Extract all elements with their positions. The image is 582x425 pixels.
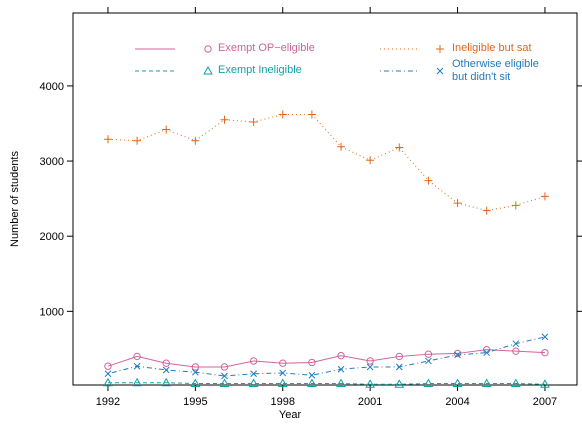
legend-marker: [203, 65, 213, 75]
point: [336, 378, 346, 387]
point: [453, 199, 462, 208]
point: [395, 143, 404, 152]
point: [162, 125, 171, 134]
point: [219, 378, 230, 387]
point: [511, 201, 520, 210]
point: [192, 368, 199, 376]
x-axis-label: Year: [279, 409, 302, 421]
y-axis-label: Number of students: [9, 151, 21, 247]
y-tick-label: 3000: [40, 156, 64, 168]
series-line: [107, 113, 546, 212]
point: [482, 206, 491, 215]
point: [103, 377, 113, 387]
point: [220, 115, 229, 124]
point: [424, 350, 433, 358]
point: [512, 340, 520, 348]
legend-label: Exempt OP−eligible: [218, 42, 315, 54]
point: [510, 378, 521, 387]
point: [512, 347, 520, 355]
point: [454, 351, 461, 359]
legend-marker: [436, 67, 444, 75]
x-tick-label: 2007: [533, 396, 557, 408]
point: [191, 136, 200, 145]
point: [103, 135, 112, 144]
point: [161, 377, 172, 387]
plot-frame: [72, 12, 578, 386]
point: [366, 363, 374, 371]
point: [481, 378, 492, 387]
point: [394, 379, 405, 388]
legend-label: Ineligible but sat: [452, 42, 532, 54]
point: [425, 357, 432, 365]
point: [248, 378, 259, 387]
point: [162, 366, 170, 374]
point: [337, 365, 345, 373]
point: [540, 379, 550, 388]
legend-label: Otherwise eligible but didn't sit: [452, 58, 539, 83]
y-tick-label: 2000: [40, 231, 64, 243]
point: [279, 369, 287, 377]
point: [250, 370, 257, 378]
point: [308, 371, 316, 379]
series-line: [107, 382, 545, 385]
point: [221, 372, 228, 380]
point: [366, 156, 375, 165]
x-tick-label: 1998: [271, 396, 295, 408]
legend-marker: [204, 45, 212, 53]
point: [541, 348, 549, 357]
point: [277, 378, 288, 387]
point: [133, 136, 142, 145]
point: [307, 110, 316, 119]
x-tick-label: 1995: [183, 396, 207, 408]
point: [132, 377, 142, 387]
point: [423, 378, 434, 387]
point: [279, 359, 287, 367]
point: [162, 359, 170, 367]
point: [249, 357, 258, 365]
point: [395, 363, 403, 371]
x-tick-label: 2001: [358, 396, 382, 408]
point: [453, 349, 462, 358]
point: [308, 358, 316, 367]
x-tick-label: 2004: [445, 396, 469, 408]
point: [104, 370, 112, 378]
point: [365, 379, 376, 388]
point: [337, 142, 346, 151]
legend-label: Exempt Ineligible: [218, 64, 302, 76]
point: [249, 117, 258, 126]
point: [366, 357, 374, 365]
y-tick-label: 4000: [40, 81, 64, 93]
point: [395, 352, 403, 361]
point: [133, 352, 141, 361]
legend-marker: [436, 45, 444, 53]
point: [220, 363, 229, 371]
point: [307, 378, 317, 387]
point: [337, 351, 345, 360]
point: [483, 349, 491, 357]
point: [191, 363, 200, 371]
point: [424, 176, 433, 185]
point: [278, 110, 287, 119]
point: [541, 333, 549, 341]
x-tick-label: 1992: [96, 396, 120, 408]
point: [104, 362, 112, 370]
series-line: [107, 336, 546, 377]
point: [540, 192, 549, 201]
series-line: [107, 349, 545, 368]
point: [190, 378, 201, 387]
y-tick-label: 1000: [40, 306, 64, 318]
point: [133, 362, 141, 370]
point: [452, 378, 463, 387]
